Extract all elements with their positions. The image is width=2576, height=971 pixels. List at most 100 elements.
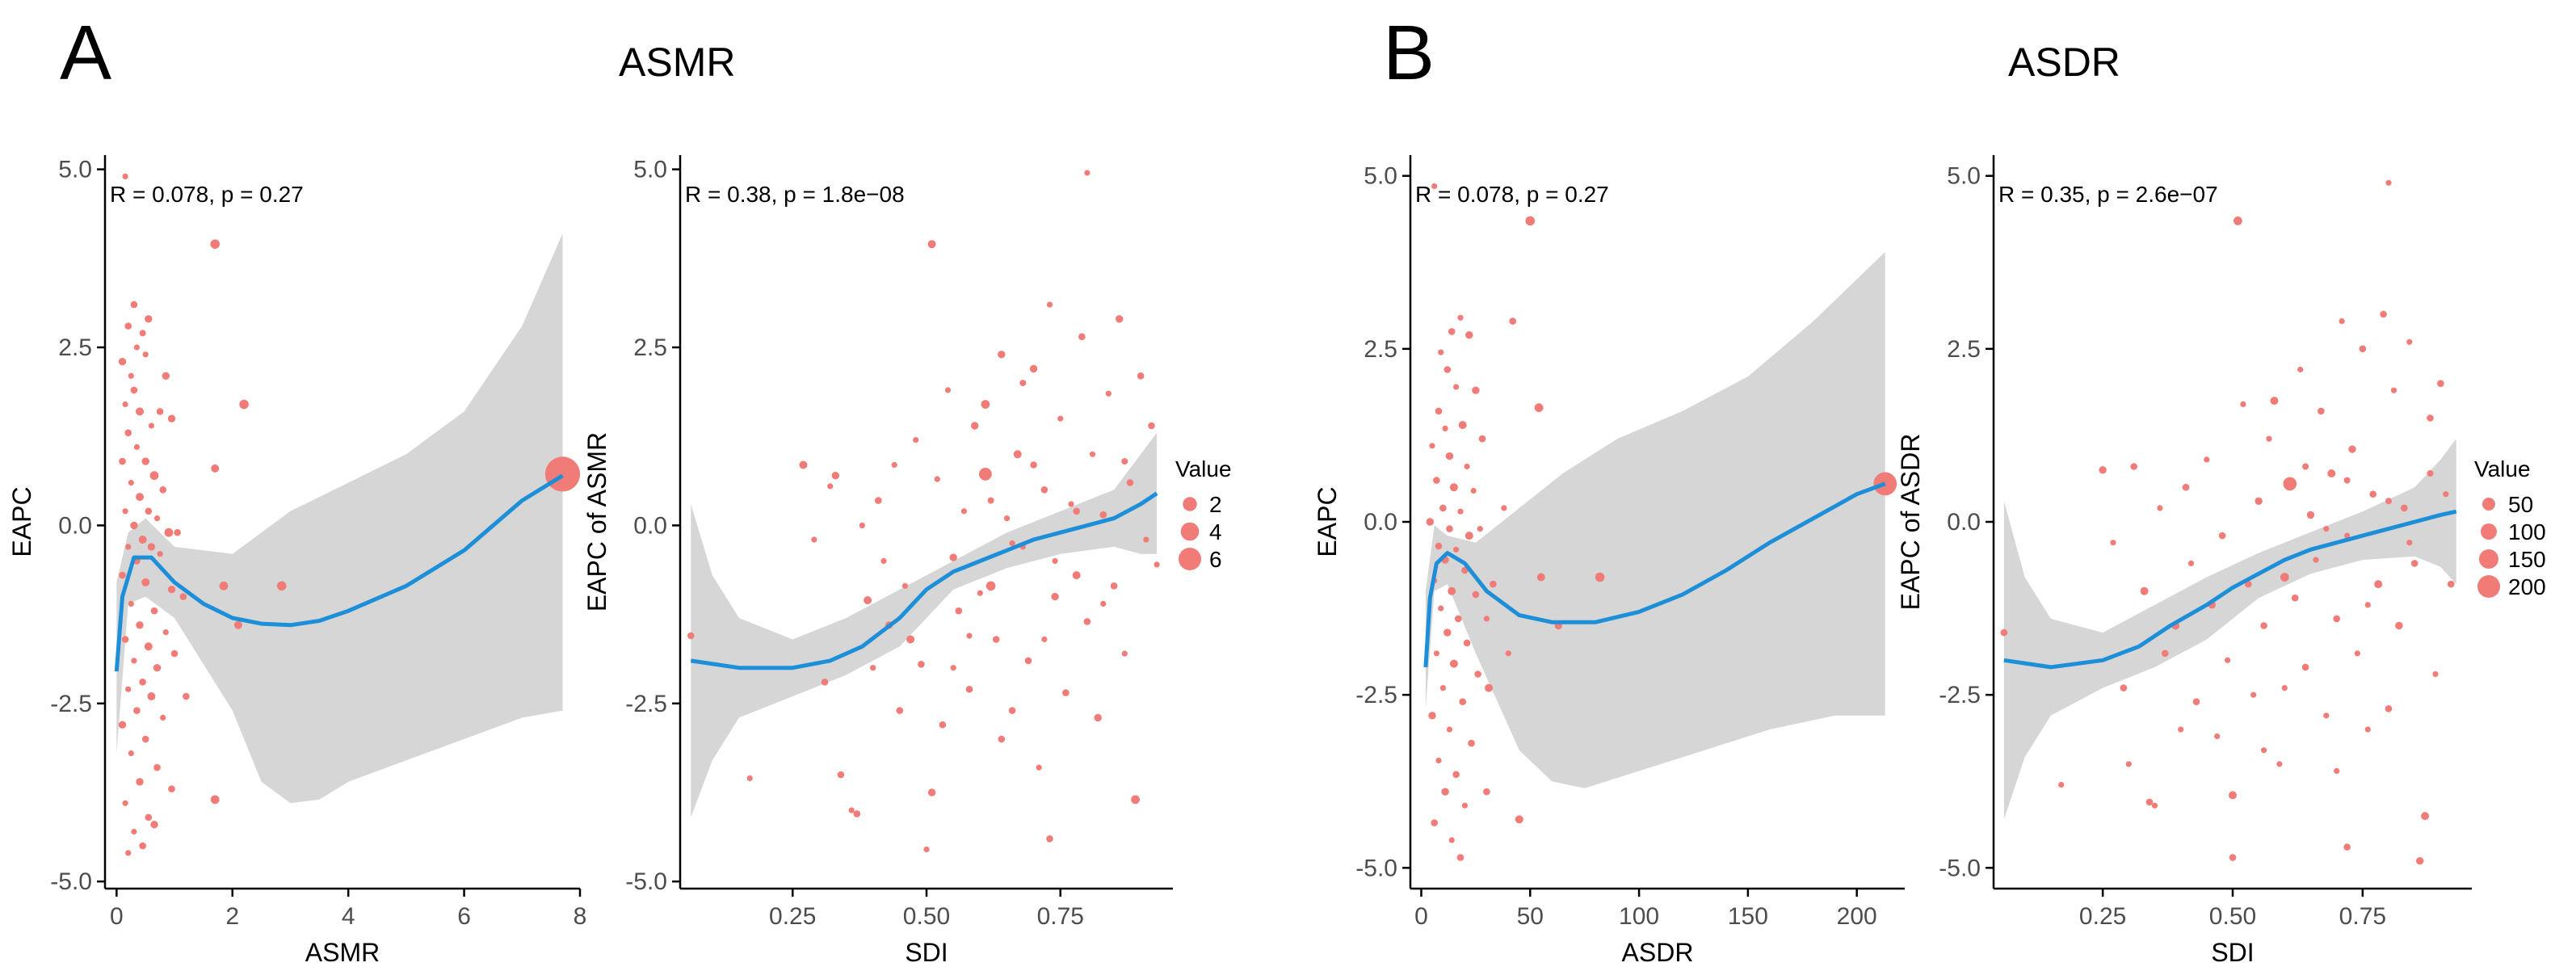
data-point bbox=[966, 633, 973, 639]
smooth-line bbox=[114, 473, 564, 672]
data-point bbox=[2250, 691, 2257, 698]
data-point bbox=[1008, 707, 1016, 714]
data-point bbox=[1873, 472, 1897, 496]
data-point bbox=[2427, 414, 2434, 422]
data-point bbox=[170, 649, 179, 658]
data-point bbox=[1148, 422, 1155, 430]
data-point bbox=[955, 607, 963, 615]
data-point bbox=[1024, 657, 1032, 665]
data-point bbox=[122, 800, 128, 806]
data-point bbox=[1029, 364, 1038, 373]
data-point bbox=[2364, 602, 2371, 608]
data-point bbox=[124, 429, 132, 437]
data-point bbox=[2000, 628, 2008, 637]
legend-swatch bbox=[2482, 498, 2495, 511]
legend-swatch bbox=[1180, 522, 1200, 541]
data-point bbox=[2204, 456, 2210, 463]
legend-label: 2 bbox=[1209, 492, 1222, 517]
data-point bbox=[2323, 712, 2330, 719]
data-point bbox=[2130, 463, 2137, 470]
y-tick-label: -5.0 bbox=[625, 868, 667, 895]
data-point bbox=[119, 571, 126, 579]
legend-title: Value bbox=[1175, 456, 1232, 481]
data-point bbox=[179, 593, 187, 600]
data-point bbox=[853, 810, 861, 818]
smooth-line bbox=[690, 491, 1158, 670]
data-point bbox=[2318, 407, 2325, 415]
data-point bbox=[1464, 532, 1473, 540]
data-point bbox=[1003, 515, 1011, 522]
y-tick-label: 2.5 bbox=[58, 334, 92, 361]
data-point bbox=[992, 636, 1000, 643]
data-point bbox=[1525, 216, 1536, 226]
data-point bbox=[799, 460, 808, 469]
data-point bbox=[1116, 315, 1124, 323]
data-point bbox=[2344, 532, 2351, 539]
data-point bbox=[2192, 698, 2200, 705]
data-point bbox=[121, 636, 129, 643]
data-point bbox=[2099, 466, 2107, 474]
plot-B1: 5.0 2.5 0.0 -2.5 -5.0 0 50 100 150 200 ASDR EAPC R =… bbox=[1313, 155, 1905, 967]
data-point bbox=[210, 795, 220, 805]
y-axis-label: EAPC of ASDR bbox=[1896, 434, 1925, 611]
x-tick-label: 2 bbox=[225, 903, 239, 930]
data-point bbox=[1438, 605, 1444, 612]
data-point bbox=[168, 785, 175, 792]
data-point bbox=[211, 464, 220, 473]
data-point bbox=[2301, 663, 2309, 671]
data-point bbox=[2327, 469, 2336, 477]
data-point bbox=[141, 578, 150, 586]
y-tick-label: 5.0 bbox=[1947, 163, 1981, 190]
data-point bbox=[1435, 407, 1443, 415]
data-point bbox=[160, 714, 166, 721]
data-point bbox=[2120, 684, 2128, 691]
data-point bbox=[2448, 580, 2455, 588]
data-point bbox=[125, 686, 132, 692]
x-tick-label: 4 bbox=[342, 903, 355, 930]
data-point bbox=[145, 507, 153, 515]
data-point bbox=[2427, 470, 2434, 477]
data-point bbox=[2140, 586, 2149, 595]
data-point bbox=[2364, 726, 2371, 733]
data-point bbox=[1073, 507, 1080, 515]
x-tick-label: 0 bbox=[1414, 903, 1428, 930]
data-point bbox=[2406, 540, 2413, 546]
data-point bbox=[971, 422, 979, 430]
data-point bbox=[2359, 345, 2367, 353]
data-point bbox=[145, 813, 153, 822]
panel-title-b: ASDR bbox=[2008, 40, 2120, 85]
data-point bbox=[162, 629, 169, 636]
y-tick-label: -5.0 bbox=[1355, 855, 1397, 881]
data-point bbox=[156, 408, 164, 415]
data-point bbox=[2385, 498, 2392, 505]
data-point bbox=[1442, 425, 1448, 432]
data-point bbox=[2343, 477, 2351, 484]
data-point bbox=[1046, 301, 1053, 308]
data-point bbox=[1143, 536, 1149, 543]
data-point bbox=[128, 600, 134, 607]
y-axis-label: EAPC bbox=[1313, 486, 1342, 557]
y-tick-label: -2.5 bbox=[1355, 682, 1397, 708]
data-point bbox=[2229, 791, 2237, 800]
data-point bbox=[133, 707, 141, 714]
data-point bbox=[1036, 764, 1042, 771]
data-point bbox=[987, 497, 994, 504]
data-point bbox=[153, 515, 161, 522]
correlation-annotation: R = 0.35, p = 2.6e−07 bbox=[1998, 182, 2218, 207]
data-point bbox=[130, 301, 138, 309]
data-point bbox=[875, 497, 882, 504]
data-point bbox=[544, 456, 581, 492]
legend-swatch bbox=[2477, 575, 2500, 598]
data-point bbox=[122, 508, 128, 515]
data-point bbox=[1457, 314, 1464, 321]
data-point bbox=[118, 721, 127, 729]
data-point bbox=[1435, 542, 1443, 550]
data-point bbox=[1030, 461, 1037, 469]
data-point bbox=[2443, 491, 2449, 498]
data-point bbox=[1455, 615, 1462, 623]
data-point bbox=[2225, 657, 2231, 663]
x-axis-label: ASMR bbox=[305, 938, 380, 967]
data-point bbox=[2280, 573, 2289, 582]
